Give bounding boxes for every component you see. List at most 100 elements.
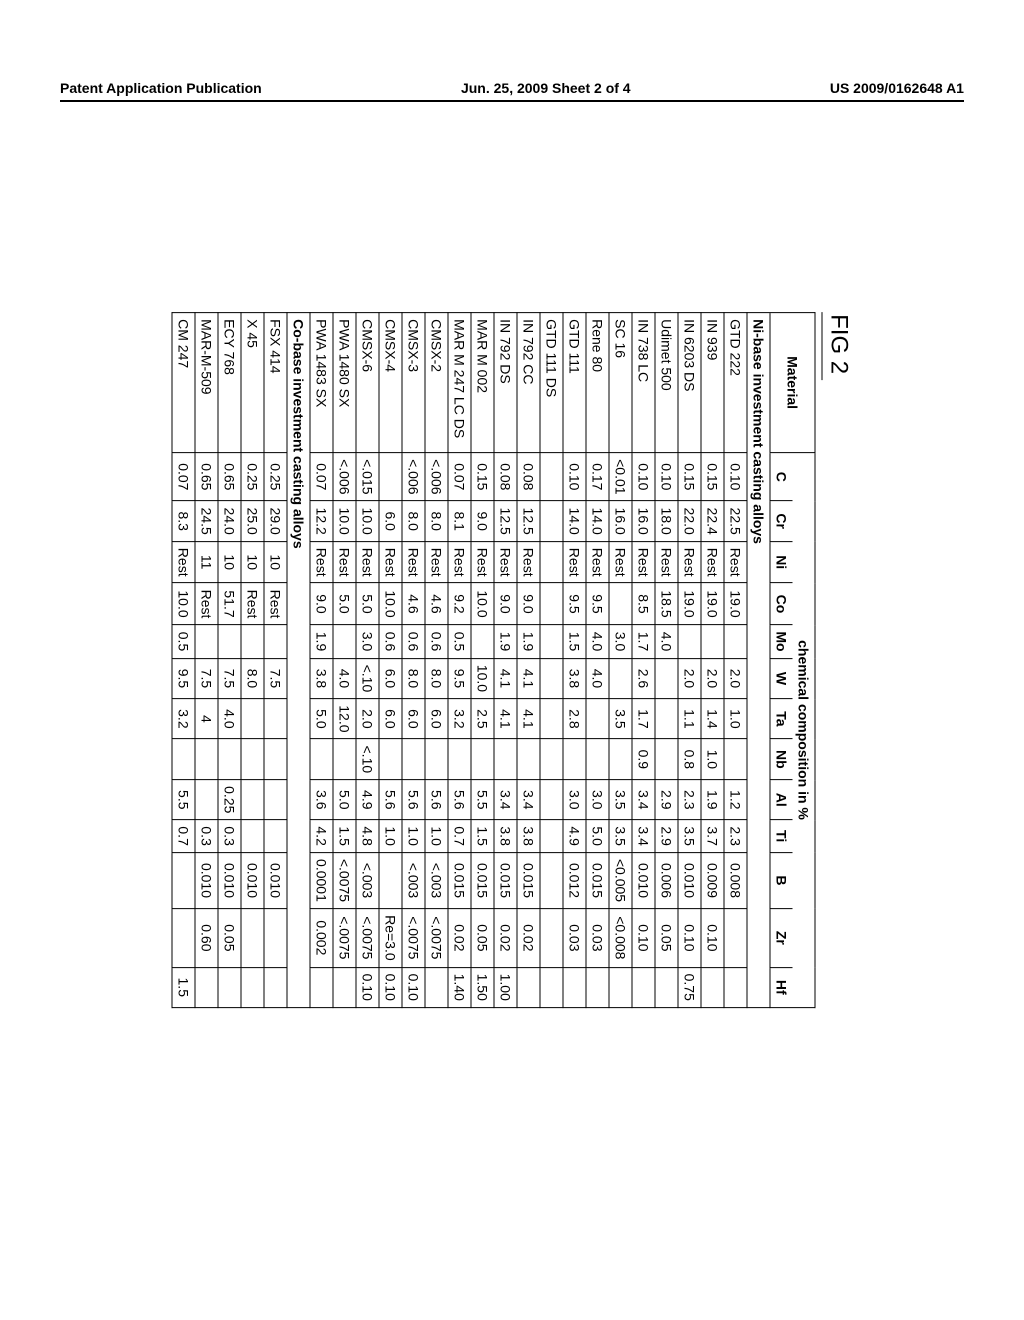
cell-value: 0.60 [195, 909, 218, 968]
cell-value: 3.7 [701, 820, 724, 852]
table-row: SC 16<0.0116.0Rest3.03.53.53.5<0.005<0.0… [609, 313, 632, 1008]
cell-material: GTD 222 [724, 313, 747, 453]
cell-value: 10 [264, 541, 287, 583]
cell-value [264, 739, 287, 780]
cell-value: 6.0 [379, 658, 402, 699]
cell-value: 10.0 [379, 583, 402, 625]
cell-value [540, 501, 563, 541]
cell-value [264, 909, 287, 968]
cell-value: 3.5 [609, 699, 632, 739]
cell-value: 10 [218, 541, 241, 583]
cell-value: 0.05 [655, 909, 678, 968]
cell-value: 3.5 [609, 820, 632, 852]
col-nb: Nb [770, 739, 793, 780]
cell-value [218, 625, 241, 658]
cell-value: 3.8 [563, 658, 586, 699]
cell-value: 0.10 [655, 453, 678, 501]
cell-material: Rene 80 [586, 313, 609, 453]
header-right: US 2009/0162648 A1 [830, 80, 964, 96]
cell-material: MAR M 247 LC DS [448, 313, 471, 453]
table-row: MAR-M-5090.6524.511Rest7.540.30.0100.60 [195, 313, 218, 1008]
cell-material: MAR M 002 [471, 313, 494, 453]
cell-value: Rest [172, 541, 195, 583]
cell-value: 1.5 [333, 820, 356, 852]
cell-value: 19.0 [724, 583, 747, 625]
cell-material: ECY 768 [218, 313, 241, 453]
cell-value: 0.6 [425, 625, 448, 658]
cell-value: 0.10 [632, 909, 655, 968]
cell-value [609, 658, 632, 699]
col-ta: Ta [770, 699, 793, 739]
cell-value: Rest [609, 541, 632, 583]
cell-value: 8.0 [402, 658, 425, 699]
cell-value [586, 699, 609, 739]
cell-value: 0.010 [218, 852, 241, 908]
cell-value: Rest [195, 583, 218, 625]
cell-value: 10.0 [356, 501, 379, 541]
cell-value: 9.5 [586, 583, 609, 625]
cell-value [264, 820, 287, 852]
cell-value [563, 739, 586, 780]
cell-value: 0.008 [724, 852, 747, 908]
col-material: Material [770, 313, 815, 453]
cell-material: X 45 [241, 313, 264, 453]
cell-value: 3.8 [310, 658, 333, 699]
cell-value: Rest [563, 541, 586, 583]
table-row: GTD 111 DS [540, 313, 563, 1008]
cell-value: 0.6 [402, 625, 425, 658]
cell-value: <.003 [356, 852, 379, 908]
section-row: Co-base investment casting alloys [287, 313, 310, 1008]
cell-value: 16.0 [609, 501, 632, 541]
cell-value [241, 739, 264, 780]
table-row: CMSX-6<.01510.0Rest5.03.0<.102.0<.104.94… [356, 313, 379, 1008]
cell-value: 8.5 [632, 583, 655, 625]
cell-value: 0.15 [678, 453, 701, 501]
cell-value [724, 909, 747, 968]
cell-value: 1.0 [701, 739, 724, 780]
cell-value [655, 967, 678, 1007]
cell-value: 6.0 [425, 699, 448, 739]
col-zr: Zr [770, 909, 793, 968]
cell-value: 11 [195, 541, 218, 583]
cell-value [609, 583, 632, 625]
cell-value [241, 820, 264, 852]
cell-value [218, 739, 241, 780]
cell-value [448, 739, 471, 780]
cell-value: 0.10 [563, 453, 586, 501]
cell-value [724, 967, 747, 1007]
cell-material: IN 6203 DS [678, 313, 701, 453]
cell-value: 0.65 [218, 453, 241, 501]
cell-material: Udimet 500 [655, 313, 678, 453]
cell-value [609, 967, 632, 1007]
table-row: IN 9390.1522.4Rest19.02.01.41.01.93.70.0… [701, 313, 724, 1008]
cell-value: 9.0 [494, 583, 517, 625]
cell-value: 3.5 [678, 820, 701, 852]
cell-value: 19.0 [678, 583, 701, 625]
cell-value: Rest [333, 541, 356, 583]
cell-value: 4.6 [402, 583, 425, 625]
cell-value: 1.0 [425, 820, 448, 852]
table-row: ECY 7680.6524.01051.77.54.00.250.30.0100… [218, 313, 241, 1008]
cell-value [264, 967, 287, 1007]
cell-value: Rest [379, 541, 402, 583]
table-row: IN 792 DS0.0812.5Rest9.01.94.14.13.43.80… [494, 313, 517, 1008]
cell-value: Rest [678, 541, 701, 583]
cell-value: 1.7 [632, 625, 655, 658]
cell-value [172, 909, 195, 968]
cell-value [724, 625, 747, 658]
cell-value: 0.07 [172, 453, 195, 501]
cell-material: CMSX-4 [379, 313, 402, 453]
cell-value [402, 739, 425, 780]
cell-value [540, 820, 563, 852]
cell-value: 0.010 [241, 852, 264, 908]
cell-value: <.006 [402, 453, 425, 501]
cell-value: 3.6 [310, 780, 333, 820]
cell-value: Rest [241, 583, 264, 625]
cell-value [540, 453, 563, 501]
cell-material: GTD 111 [563, 313, 586, 453]
cell-value: Rest [494, 541, 517, 583]
cell-value: 0.10 [356, 967, 379, 1007]
section-title: Co-base investment casting alloys [287, 313, 310, 1008]
cell-value [586, 967, 609, 1007]
cell-value: Rest [632, 541, 655, 583]
